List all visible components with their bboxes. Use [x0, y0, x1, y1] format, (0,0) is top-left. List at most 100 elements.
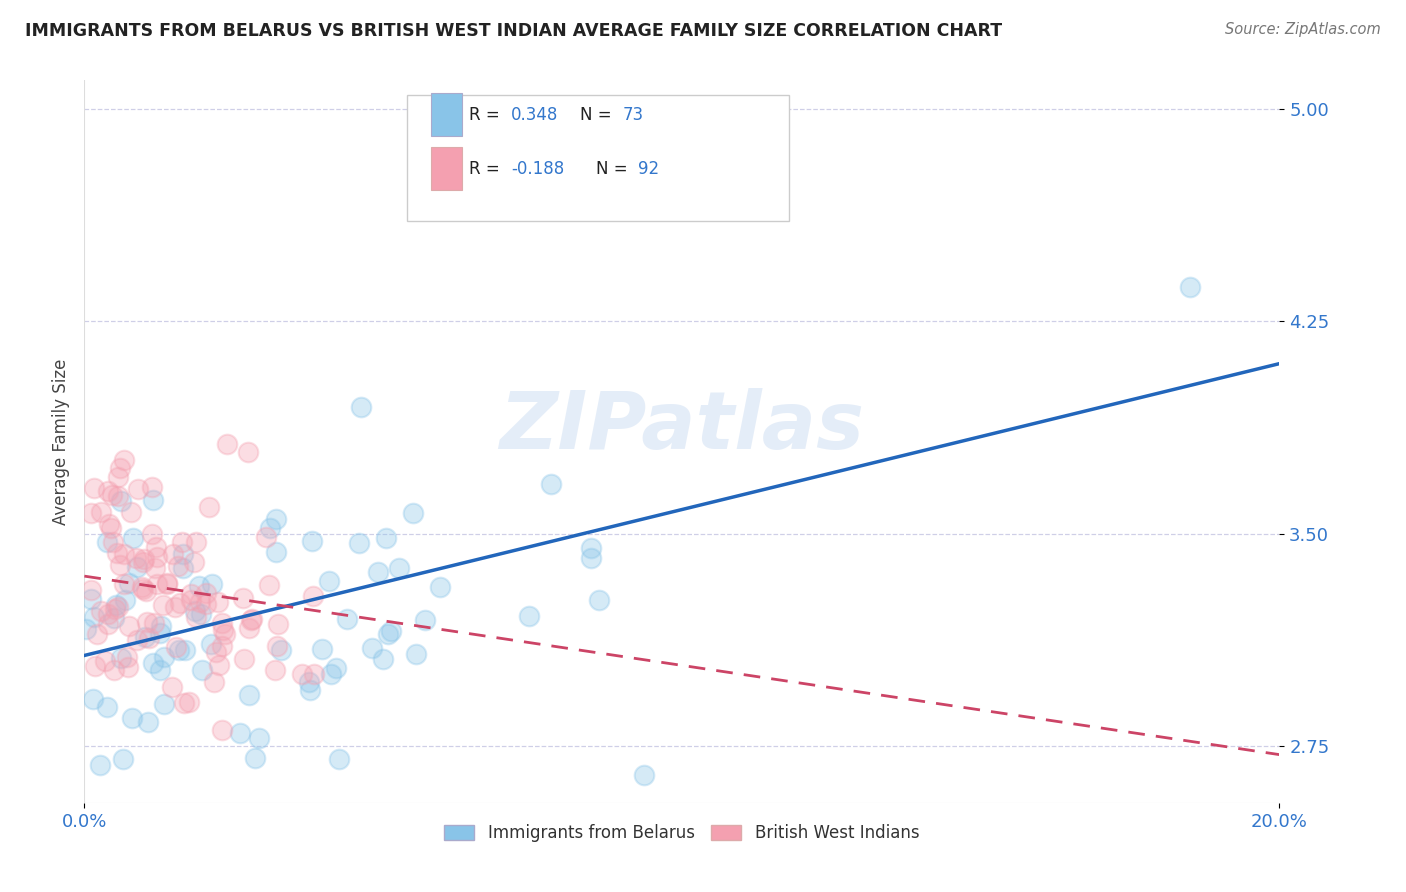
- Point: [211, 623, 233, 637]
- Point: [180, 587, 202, 601]
- Text: -0.188: -0.188: [510, 160, 564, 178]
- Point: [103, 663, 125, 677]
- Point: [380, 624, 402, 639]
- Point: [152, 697, 174, 711]
- Point: [191, 664, 214, 678]
- Point: [132, 582, 155, 596]
- Point: [118, 619, 141, 633]
- Point: [107, 470, 129, 484]
- Point: [266, 639, 288, 653]
- Point: [138, 631, 160, 645]
- Point: [100, 521, 122, 535]
- Point: [347, 535, 370, 549]
- Point: [184, 535, 207, 549]
- Point: [135, 615, 157, 629]
- Point: [172, 547, 194, 561]
- Point: [84, 658, 107, 673]
- Point: [413, 613, 436, 627]
- Point: [112, 452, 135, 467]
- Point: [131, 580, 153, 594]
- Point: [204, 644, 226, 658]
- Point: [540, 477, 562, 491]
- Y-axis label: Average Family Size: Average Family Size: [52, 359, 70, 524]
- Point: [153, 649, 176, 664]
- Text: N =: N =: [581, 105, 617, 124]
- Point: [134, 630, 156, 644]
- Point: [194, 586, 217, 600]
- Point: [257, 577, 280, 591]
- Point: [302, 589, 325, 603]
- Point: [145, 541, 167, 555]
- Point: [112, 577, 135, 591]
- Point: [183, 604, 205, 618]
- Point: [108, 558, 131, 572]
- Point: [162, 548, 184, 562]
- Point: [377, 627, 399, 641]
- Point: [240, 612, 263, 626]
- Point: [146, 577, 169, 591]
- Point: [1178, 280, 1201, 294]
- Point: [402, 506, 425, 520]
- Point: [232, 591, 254, 606]
- Point: [167, 642, 190, 657]
- Point: [247, 731, 270, 745]
- Point: [141, 526, 163, 541]
- Point: [90, 505, 112, 519]
- Point: [165, 600, 187, 615]
- Point: [118, 575, 141, 590]
- Text: R =: R =: [470, 160, 505, 178]
- Point: [188, 595, 211, 609]
- Point: [183, 555, 205, 569]
- Point: [97, 517, 120, 532]
- Point: [142, 656, 165, 670]
- Point: [107, 489, 129, 503]
- Text: IMMIGRANTS FROM BELARUS VS BRITISH WEST INDIAN AVERAGE FAMILY SIZE CORRELATION C: IMMIGRANTS FROM BELARUS VS BRITISH WEST …: [25, 22, 1002, 40]
- Point: [301, 534, 323, 549]
- Point: [136, 714, 159, 729]
- Point: [298, 683, 321, 698]
- Point: [86, 626, 108, 640]
- Point: [117, 659, 139, 673]
- Point: [172, 560, 194, 574]
- Point: [90, 604, 112, 618]
- Point: [141, 480, 163, 494]
- Point: [588, 592, 610, 607]
- Point: [388, 561, 411, 575]
- Point: [149, 626, 172, 640]
- Point: [633, 768, 655, 782]
- Point: [264, 545, 287, 559]
- Text: 92: 92: [638, 160, 659, 178]
- Point: [170, 535, 193, 549]
- Point: [232, 652, 254, 666]
- Point: [211, 615, 233, 630]
- Point: [108, 460, 131, 475]
- Point: [103, 610, 125, 624]
- Point: [371, 652, 394, 666]
- Point: [97, 484, 120, 499]
- Point: [190, 607, 212, 622]
- Point: [194, 598, 217, 612]
- Point: [96, 534, 118, 549]
- Point: [579, 551, 602, 566]
- Point: [318, 574, 340, 588]
- Point: [169, 596, 191, 610]
- Point: [83, 610, 105, 624]
- Point: [267, 616, 290, 631]
- Point: [150, 619, 173, 633]
- Text: N =: N =: [596, 160, 633, 178]
- Point: [75, 622, 97, 636]
- Point: [93, 654, 115, 668]
- Point: [367, 565, 389, 579]
- Point: [238, 621, 260, 635]
- Point: [236, 444, 259, 458]
- Point: [311, 641, 333, 656]
- Point: [174, 642, 197, 657]
- Point: [152, 598, 174, 612]
- Point: [83, 481, 105, 495]
- Point: [142, 616, 165, 631]
- Point: [146, 550, 169, 565]
- Point: [134, 551, 156, 566]
- Point: [240, 613, 263, 627]
- Point: [328, 752, 350, 766]
- Point: [89, 757, 111, 772]
